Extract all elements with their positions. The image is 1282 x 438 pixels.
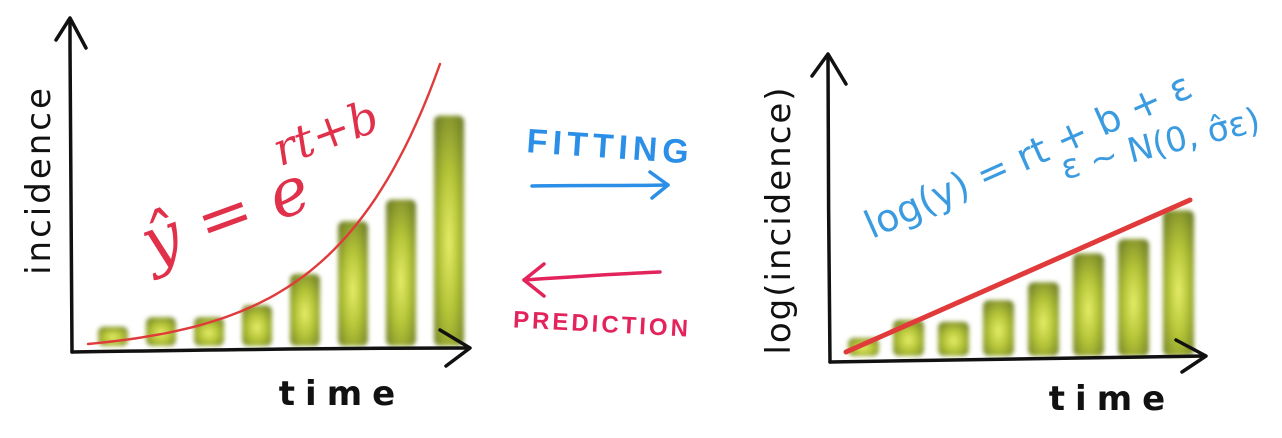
left-bar-4: [242, 305, 272, 346]
right-bar-6: [1073, 253, 1104, 356]
left-bar-2: [146, 317, 176, 346]
right-x-arrow-icon: [1174, 338, 1208, 374]
right-y-axis: [826, 56, 832, 364]
right-y-arrow-icon: [810, 52, 848, 86]
fitting-arrowhead-icon: [648, 170, 670, 200]
middle-arrows: FITTING PREDICTION: [512, 122, 694, 342]
prediction-label: PREDICTION: [512, 306, 691, 342]
right-bar-8: [1163, 210, 1194, 356]
right-x-axis: [828, 354, 1207, 364]
exponential-fit-curve: [86, 62, 442, 346]
left-bar-6: [338, 221, 368, 346]
right-bar-3: [938, 321, 969, 356]
prediction-arrow-icon: [522, 270, 662, 282]
right-x-axis-label: time: [1049, 379, 1175, 419]
fitting-arrow-icon: [530, 183, 670, 188]
right-bar-7: [1118, 239, 1149, 356]
prediction-arrowhead-icon: [522, 262, 546, 298]
left-y-arrow-icon: [54, 16, 88, 50]
left-equation-exponent: rt+b: [265, 89, 385, 177]
linear-fit-line: [843, 197, 1193, 355]
left-chart: incidence time ŷ = e rt+b: [19, 16, 472, 414]
left-y-axis-label: incidence: [19, 85, 59, 275]
right-chart: log(incidence) time log(y) = rt + b + ε …: [759, 52, 1264, 419]
right-bar-5: [1028, 282, 1059, 356]
left-bar-8: [434, 115, 464, 346]
right-bar-4: [983, 300, 1014, 356]
left-bars: [98, 115, 464, 346]
left-x-arrow-icon: [438, 328, 472, 368]
left-bar-7: [386, 199, 416, 346]
left-y-axis: [68, 20, 74, 354]
left-x-axis: [70, 346, 470, 354]
right-y-axis-label: log(incidence): [759, 85, 799, 354]
left-bar-5: [290, 274, 320, 346]
left-x-axis-label: time: [279, 374, 405, 414]
fitting-label: FITTING: [525, 122, 694, 172]
